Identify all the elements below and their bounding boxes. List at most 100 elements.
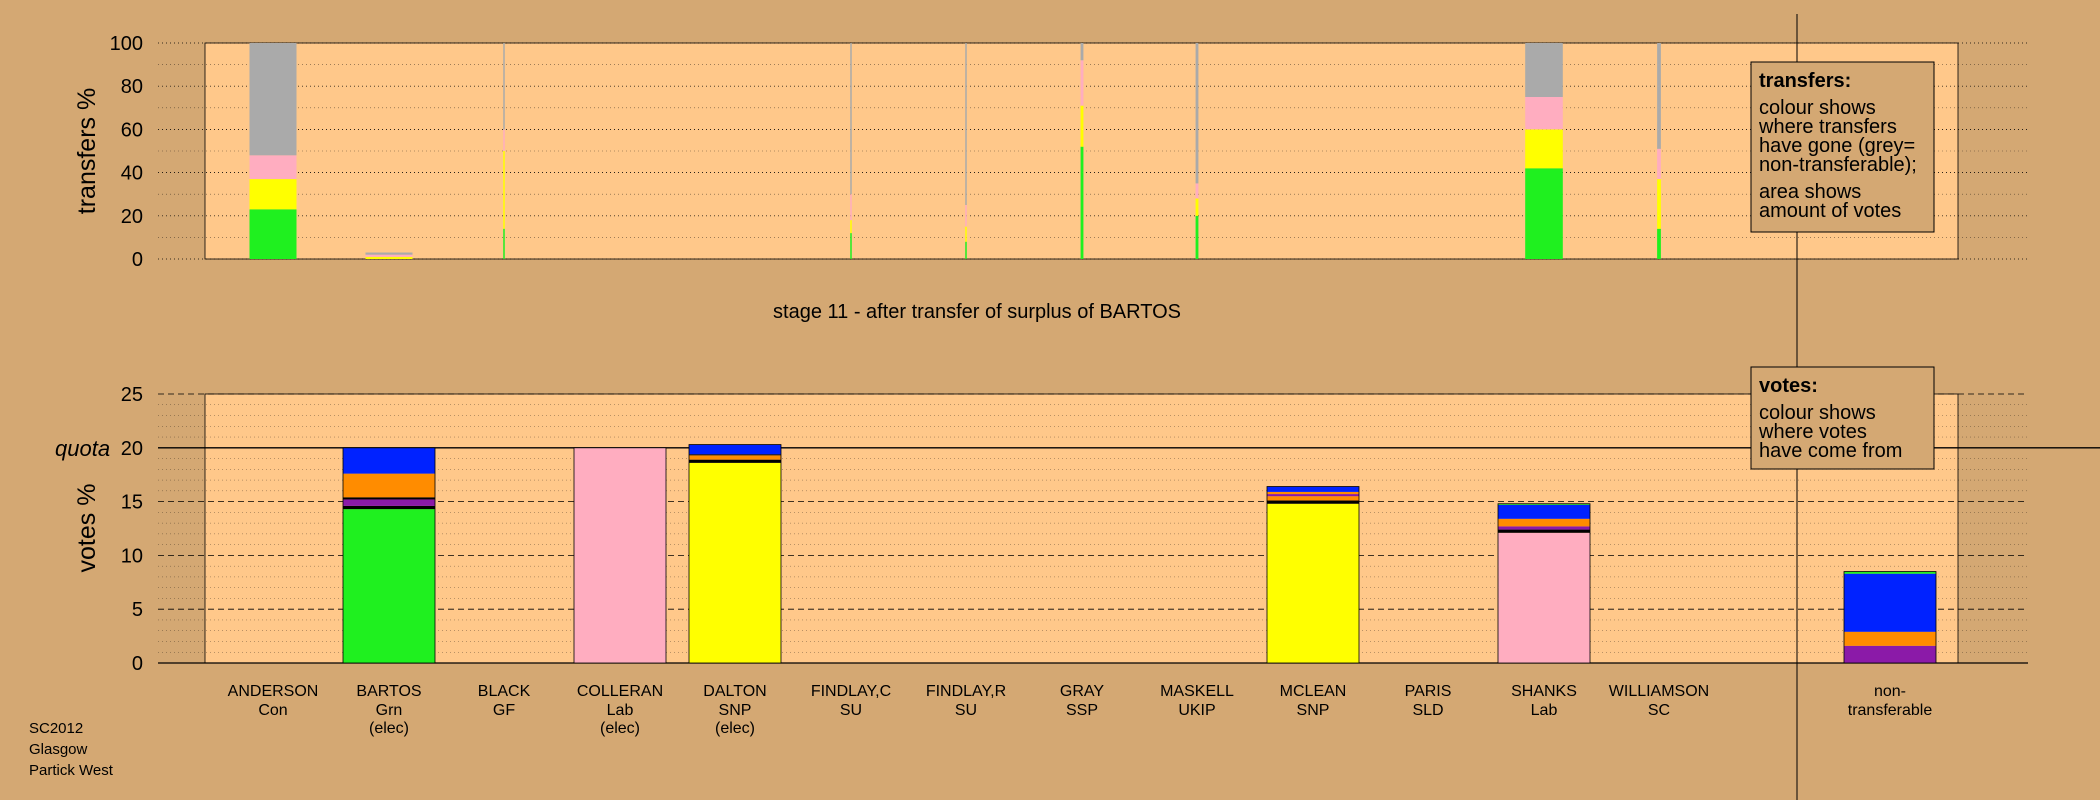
candidate-label: MCLEAN SNP — [1280, 683, 1347, 719]
transfer-segment — [1195, 43, 1199, 184]
vote-bar-outline — [573, 447, 667, 664]
vote-segment — [343, 509, 435, 663]
transfers-axis-label: transfers % — [73, 88, 101, 214]
transfer-segment — [1080, 105, 1084, 147]
candidate-name: SHANKS — [1511, 683, 1577, 700]
candidate-name: MCLEAN — [1280, 683, 1347, 700]
transfer-segment — [249, 43, 297, 156]
vote-segment — [1498, 504, 1590, 519]
candidate-party: SU — [840, 702, 862, 719]
transfers-tick-label: 60 — [121, 119, 143, 141]
candidate-party: Con — [258, 702, 287, 719]
votes-panel: 0 5 10 15 20 25 quota votes % ANDERSON Con BARTOS G… — [55, 384, 2100, 737]
candidate-label: SHANKS Lab — [1511, 683, 1577, 719]
vote-segment — [1498, 529, 1590, 533]
candidate-name: COLLERAN — [577, 683, 663, 700]
transfer-segment — [965, 43, 967, 205]
votes-tick-label: 25 — [121, 384, 143, 406]
legend-text: area shows — [1759, 181, 1861, 203]
transfer-segment — [1525, 43, 1563, 97]
candidate-label: GRAY SSP — [1060, 683, 1104, 719]
legend-box — [1750, 366, 1935, 470]
nontransferable-label: transferable — [1848, 702, 1933, 719]
quota-label: quota — [55, 436, 110, 461]
transfer-segment — [965, 226, 967, 242]
transfer-segment — [1525, 168, 1563, 259]
legend-box — [1750, 61, 1935, 233]
candidate-party: Lab — [1531, 702, 1558, 719]
transfer-segment — [965, 205, 967, 227]
transfer-segment — [1657, 179, 1661, 229]
candidate-name: PARIS — [1405, 683, 1452, 700]
nontransferable-label: non- — [1874, 683, 1906, 700]
transfers-tick-label: 100 — [110, 33, 143, 55]
transfer-segment — [249, 209, 297, 259]
vote-segment — [1844, 571, 1936, 574]
vote-segment — [1844, 631, 1936, 646]
transfers-tick-label: 20 — [121, 206, 143, 228]
vote-segment — [1498, 532, 1590, 663]
legend-text: colour shows — [1759, 402, 1876, 424]
vote-segment — [1267, 491, 1359, 495]
candidate-label: BARTOS Grn(elec) — [356, 683, 421, 737]
legend-text: have gone (grey= — [1759, 135, 1915, 157]
transfer-segment — [249, 155, 297, 180]
candidate-status: (elec) — [369, 720, 409, 737]
votes-tick-label: 5 — [132, 599, 143, 621]
vote-segment — [1498, 526, 1590, 530]
candidate-name: FINDLAY,C — [811, 683, 891, 700]
vote-segment — [1267, 496, 1359, 501]
transfer-segment — [1657, 148, 1661, 180]
transfer-segment — [365, 254, 413, 257]
vote-segment — [1267, 500, 1359, 504]
candidate-party: SLD — [1412, 702, 1443, 719]
candidate-name: DALTON — [703, 683, 766, 700]
candidate-name: FINDLAY,R — [926, 683, 1006, 700]
vote-segment — [689, 444, 781, 455]
candidate-name: WILLIAMSON — [1609, 683, 1709, 700]
footer-line: SC2012 — [29, 720, 83, 737]
transfer-segment — [1525, 129, 1563, 169]
transfer-segment — [850, 220, 852, 234]
votes-axis-label: votes % — [73, 484, 101, 573]
vote-segment — [1267, 494, 1359, 497]
transfer-segment — [965, 241, 967, 259]
transfer-segment — [503, 129, 505, 151]
votes-tick-label: 10 — [121, 545, 143, 567]
candidate-party: Lab — [607, 702, 634, 719]
vote-segment — [1498, 503, 1590, 505]
candidate-party: UKIP — [1178, 702, 1215, 719]
vote-bar-outline — [1266, 486, 1360, 664]
vote-bar-outline — [1497, 503, 1591, 664]
legend-text: where votes — [1758, 421, 1867, 443]
legend-text: amount of votes — [1759, 200, 1901, 222]
candidate-party: GF — [493, 702, 515, 719]
candidate-label: MASKELL UKIP — [1160, 683, 1234, 719]
candidate-label: ANDERSON Con — [228, 683, 319, 719]
vote-segment — [343, 497, 435, 500]
candidate-party: SSP — [1066, 702, 1098, 719]
footer-line: Partick West — [29, 762, 114, 779]
transfer-segment — [1657, 43, 1661, 149]
transfer-segment — [1195, 198, 1199, 216]
votes-tick-label: 0 — [132, 653, 143, 675]
votes-tick-label: 20 — [121, 438, 143, 460]
transfers-tick-label: 40 — [121, 163, 143, 185]
transfers-tick-label: 80 — [121, 76, 143, 98]
transfer-segment — [503, 151, 505, 229]
candidate-name: ANDERSON — [228, 683, 319, 700]
votes-tick-label: 15 — [121, 492, 143, 514]
legend-text: colour shows — [1759, 97, 1876, 119]
vote-bar-outline — [342, 447, 436, 664]
candidate-label: DALTON SNP(elec) — [703, 683, 766, 737]
transfer-segment — [850, 43, 852, 195]
vote-segment — [343, 447, 435, 474]
candidate-label: PARIS SLD — [1405, 683, 1452, 719]
transfers-panel: 0 20 40 60 80 100 transfers % — [73, 33, 2028, 271]
candidate-status: (elec) — [600, 720, 640, 737]
candidate-name: GRAY — [1060, 683, 1104, 700]
transfer-segment — [365, 252, 413, 255]
transfer-segment — [1657, 228, 1661, 259]
